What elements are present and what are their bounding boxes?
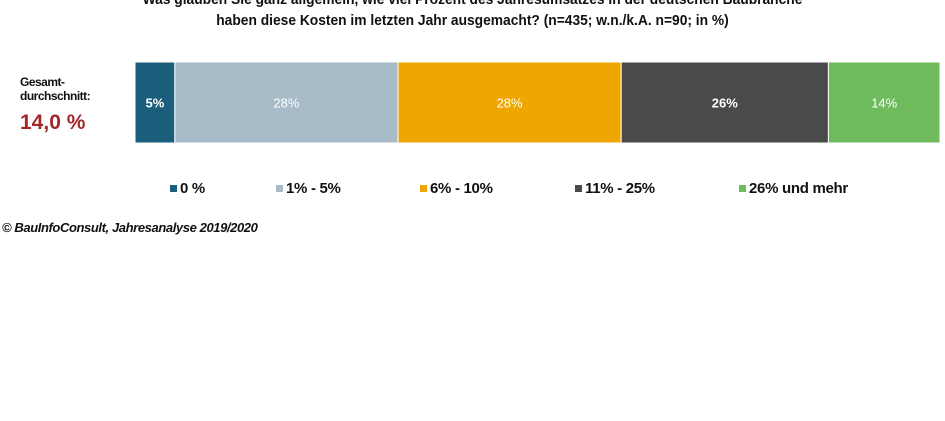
- data-label-3: 26%: [712, 96, 738, 111]
- legend-label: 11% - 25%: [585, 180, 655, 197]
- legend-item-3: 11% - 25%: [575, 180, 655, 197]
- legend-label: 26% und mehr: [749, 180, 848, 197]
- data-label-4: 14%: [871, 96, 897, 111]
- legend-label: 0 %: [180, 180, 205, 197]
- data-label-2: 28%: [497, 96, 523, 111]
- legend-item-0: 0 %: [170, 180, 205, 197]
- data-label-1: 28%: [273, 96, 299, 111]
- legend-swatch: [170, 185, 177, 192]
- average-value: 14,0 %: [20, 111, 86, 134]
- source-note: © BauInfoConsult, Jahresanalyse 2019/202…: [2, 220, 258, 235]
- legend-item-2: 6% - 10%: [420, 180, 493, 197]
- bar-segment-3: [620, 61, 829, 144]
- bar-segment-4: [827, 61, 941, 144]
- row-label: Gesamt- durchschnitt:: [20, 75, 91, 103]
- legend-swatch: [739, 185, 746, 192]
- legend-swatch: [420, 185, 427, 192]
- legend-label: 6% - 10%: [430, 180, 493, 197]
- chart-title-line-2: haben diese Kosten im letzten Jahr ausge…: [216, 12, 729, 29]
- bar-segment-0: [134, 61, 176, 144]
- row-label-line-1: Gesamt-: [20, 75, 65, 89]
- legend-item-1: 1% - 5%: [276, 180, 341, 197]
- data-label-0: 5%: [146, 96, 165, 111]
- legend-swatch: [276, 185, 283, 192]
- bar-segment-1: [174, 61, 399, 144]
- bar-segment-2: [397, 61, 622, 144]
- legend-swatch: [575, 185, 582, 192]
- row-label-line-2: durchschnitt:: [20, 89, 91, 103]
- stacked-bar: 5% 28% 28% 26% 14%: [134, 61, 941, 144]
- legend-label: 1% - 5%: [286, 180, 341, 197]
- chart-title-line-1: Was glauben Sie ganz allgemein, wie viel…: [38, 0, 907, 8]
- legend-item-4: 26% und mehr: [739, 180, 848, 197]
